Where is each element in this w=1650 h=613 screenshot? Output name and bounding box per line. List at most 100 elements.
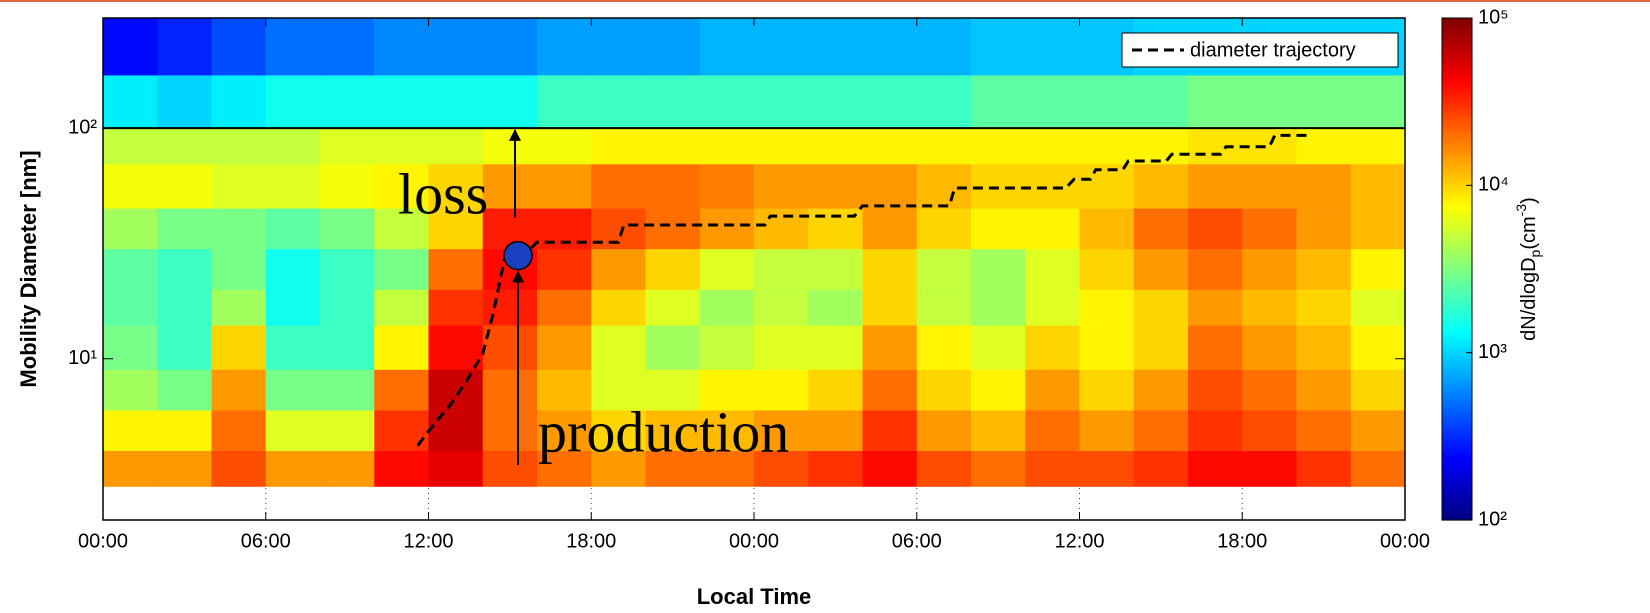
heatmap-cell [862,248,918,290]
colorbar-label-part: -3 [1513,204,1529,217]
heatmap-cell [428,409,484,452]
colorbar-step [1442,98,1472,102]
heatmap-cell [428,128,484,165]
heatmap-cell [971,248,1026,290]
colorbar-step [1442,457,1472,461]
colorbar-step [1442,434,1472,438]
heatmap-cell [1242,450,1297,487]
colorbar-step [1442,296,1472,300]
heatmap-cell [808,163,863,209]
heatmap-cell [754,163,809,209]
heatmap-cell [103,409,158,452]
colorbar-step [1442,40,1472,44]
colorbar-step [1442,356,1472,360]
colorbar-step [1442,269,1472,273]
colorbar-step [1442,279,1472,283]
heatmap-cell [645,450,701,487]
trajectory-line [416,133,1311,447]
colorbar-step [1442,226,1472,230]
colorbar-step [1442,80,1472,84]
heatmap-cell [862,128,918,165]
colorbar-step [1442,374,1472,378]
heatmap-cell [1188,409,1243,452]
x-tick-label: 00:00 [729,530,779,552]
colorbar-step [1442,100,1472,104]
colorbar-step [1442,120,1472,125]
heatmap-cell [862,289,918,326]
heatmap-cell [537,128,592,165]
heatmap-cell [1025,208,1080,250]
colorbar-step [1442,218,1472,222]
colorbar-step [1442,118,1472,122]
colorbar-step [1442,178,1472,182]
colorbar-step [1442,171,1472,175]
heatmap-cell [808,18,863,76]
heatmap-cell [645,369,701,411]
colorbar-step [1442,487,1472,491]
heatmap-cell [971,409,1026,452]
heatmap-cell [265,18,321,76]
colorbar-step [1442,477,1472,481]
heatmap-cell [1188,289,1243,326]
colorbar-step [1442,181,1472,185]
heatmap-cell [537,325,592,370]
heatmap-cell [537,163,592,209]
heatmap-cell [916,163,972,209]
heatmap-cell [699,369,755,411]
heatmap-cell [1296,289,1352,326]
colorbar-step [1442,208,1472,212]
heatmap-cell [1133,208,1189,250]
heatmap-cell [916,450,972,487]
heatmap-cell [916,248,972,290]
colorbar-step [1442,384,1472,388]
heatmap-cell [754,289,809,326]
colorbar-step [1442,128,1472,132]
colorbar-frame [1441,17,1473,521]
heatmap-cell [1079,208,1135,250]
heatmap-cell [808,409,863,452]
colorbar-step [1442,146,1472,150]
y-axis-label: Mobility Diameter [nm] [16,150,41,387]
colorbar-step [1442,20,1472,24]
colorbar-step [1442,351,1472,355]
heatmap-cell [482,74,538,129]
colorbar-step [1442,93,1472,97]
colorbar-step [1442,58,1472,62]
heatmap-cell [1296,74,1352,129]
heatmap-cell [1296,369,1352,411]
heatmap-cell [1079,248,1135,290]
colorbar-step [1442,63,1472,67]
colorbar-step [1442,241,1472,245]
heatmap-cell [428,74,484,129]
colorbar-step [1442,361,1472,365]
heatmap-cell [374,163,429,209]
heatmap-cell [157,409,212,452]
heatmap-cell [428,208,484,250]
heatmap-cell [428,163,484,209]
x-axis-label: Local Time [697,584,812,609]
colorbar-step [1442,60,1472,64]
heatmap-cell [482,369,538,411]
colorbar-step [1442,291,1472,295]
heatmap-cell [645,163,701,209]
colorbar-label: dN/dlogDp(cm-3) [1513,197,1543,341]
colorbar-step [1442,113,1472,117]
heatmap-cell [103,450,158,487]
colorbar-step [1442,236,1472,240]
heatmap-cell [916,18,972,76]
colorbar-step [1442,284,1472,288]
heatmap-cell [320,325,375,370]
heatmap-cell [699,74,755,129]
colorbar-step [1442,85,1472,89]
heatmap-cell [1296,163,1352,209]
heatmap-cell [482,208,538,250]
colorbar-step [1442,509,1472,514]
colorbar-step [1442,319,1472,323]
heatmap-cell [482,128,538,165]
colorbar-step [1442,439,1472,443]
heatmap-cell [537,409,592,452]
heatmap-cell [1133,248,1189,290]
heatmap-cell [428,289,484,326]
heatmap-cell [320,409,375,452]
colorbar-step [1442,213,1472,217]
